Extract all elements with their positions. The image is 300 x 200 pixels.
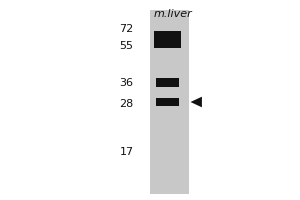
FancyBboxPatch shape [154, 31, 181, 48]
Text: m.liver: m.liver [153, 9, 192, 19]
Text: 72: 72 [119, 24, 134, 34]
Text: 28: 28 [119, 99, 134, 109]
FancyBboxPatch shape [150, 10, 189, 194]
FancyBboxPatch shape [156, 78, 179, 87]
Text: 55: 55 [119, 41, 134, 51]
Text: 17: 17 [119, 147, 134, 157]
Text: 36: 36 [119, 78, 134, 88]
FancyBboxPatch shape [156, 98, 179, 106]
Polygon shape [190, 97, 202, 107]
